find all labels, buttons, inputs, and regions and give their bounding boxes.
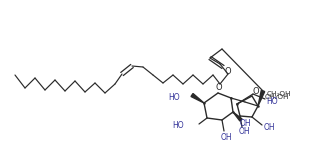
Text: O: O bbox=[216, 83, 222, 93]
Text: OH: OH bbox=[263, 123, 275, 132]
Text: O: O bbox=[225, 66, 231, 76]
Text: OH: OH bbox=[238, 128, 250, 136]
Text: OH: OH bbox=[220, 132, 232, 142]
Text: HO: HO bbox=[168, 93, 180, 101]
Text: HO: HO bbox=[266, 98, 278, 106]
Polygon shape bbox=[191, 94, 204, 103]
Polygon shape bbox=[233, 112, 242, 121]
Text: CH₂OH: CH₂OH bbox=[265, 94, 289, 100]
Polygon shape bbox=[258, 90, 265, 106]
Text: O: O bbox=[253, 87, 259, 97]
Text: HO: HO bbox=[172, 120, 184, 130]
Text: CH₂OH: CH₂OH bbox=[267, 91, 291, 97]
Text: OH: OH bbox=[239, 119, 251, 129]
